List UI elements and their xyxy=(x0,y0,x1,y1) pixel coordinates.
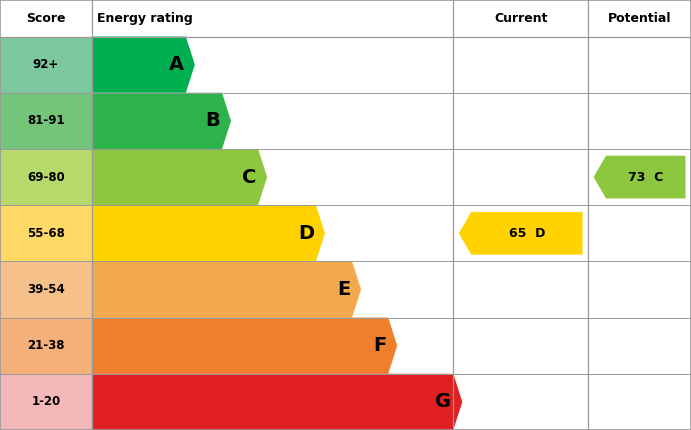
Polygon shape xyxy=(92,374,462,430)
Bar xyxy=(0,261,92,318)
Polygon shape xyxy=(92,93,231,149)
Text: Score: Score xyxy=(26,12,66,25)
Text: 1-20: 1-20 xyxy=(31,396,61,408)
Bar xyxy=(0,318,92,374)
Text: 55-68: 55-68 xyxy=(27,227,65,240)
Text: F: F xyxy=(373,336,386,355)
Bar xyxy=(0,149,92,205)
Text: E: E xyxy=(337,280,350,299)
Text: C: C xyxy=(242,168,256,187)
Polygon shape xyxy=(92,205,325,261)
Text: D: D xyxy=(298,224,314,243)
Text: G: G xyxy=(435,393,451,412)
Text: 92+: 92+ xyxy=(33,58,59,71)
Bar xyxy=(92,93,453,149)
Text: 81-91: 81-91 xyxy=(27,114,65,127)
Polygon shape xyxy=(92,149,267,205)
Text: 21-38: 21-38 xyxy=(27,339,65,352)
Polygon shape xyxy=(459,212,583,255)
Text: Current: Current xyxy=(494,12,547,25)
Bar xyxy=(0,374,92,430)
Text: Potential: Potential xyxy=(608,12,671,25)
Text: Energy rating: Energy rating xyxy=(97,12,193,25)
Polygon shape xyxy=(594,156,685,198)
Bar xyxy=(92,37,453,93)
Text: 39-54: 39-54 xyxy=(27,283,65,296)
Bar xyxy=(92,205,453,261)
Text: 69-80: 69-80 xyxy=(27,171,65,184)
Bar xyxy=(0,37,92,93)
Text: 73  C: 73 C xyxy=(628,171,663,184)
Bar xyxy=(0,205,92,261)
Bar xyxy=(92,261,453,318)
Text: 65  D: 65 D xyxy=(509,227,545,240)
Bar xyxy=(92,374,453,430)
Text: B: B xyxy=(205,111,220,130)
Bar xyxy=(0,0,691,37)
Polygon shape xyxy=(92,37,195,93)
Polygon shape xyxy=(92,261,361,318)
Bar xyxy=(92,149,453,205)
Bar xyxy=(0,93,92,149)
Bar xyxy=(92,318,453,374)
Text: A: A xyxy=(169,55,184,74)
Polygon shape xyxy=(92,318,397,374)
